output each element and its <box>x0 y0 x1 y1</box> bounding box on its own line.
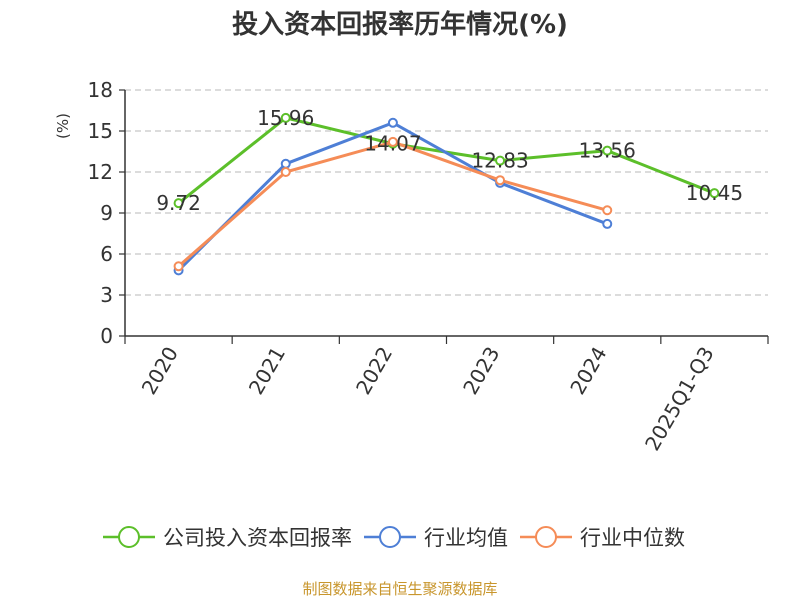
legend-item: 行业均值 <box>364 526 508 550</box>
data-point <box>602 218 613 229</box>
data-point <box>495 155 506 166</box>
y-tick-label: 0 <box>100 324 113 348</box>
y-tick-label: 3 <box>100 283 113 307</box>
legend-item: 公司投入资本回报率 <box>103 526 352 550</box>
data-label: 12.83 <box>471 149 528 173</box>
x-tick-label: 2021 <box>244 343 290 399</box>
legend-item: 行业中位数 <box>520 526 685 550</box>
data-label: 14.07 <box>364 132 421 156</box>
data-label: 9.72 <box>156 191 201 215</box>
data-label: 15.96 <box>257 106 314 130</box>
y-tick-label: 18 <box>88 78 113 102</box>
axes: 0 3 6 9 12 15 18 2020 2021 2022 2023 2024 2025Q1-Q3 <box>88 78 769 455</box>
data-point <box>280 158 291 169</box>
data-point <box>602 205 613 216</box>
source-note: 制图数据来自恒生聚源数据库 <box>302 580 498 598</box>
legend-label: 行业均值 <box>424 526 508 550</box>
legend-label: 行业中位数 <box>580 526 685 550</box>
legend-marker <box>379 526 401 548</box>
data-labels: 9.72 15.96 14.07 12.83 13.56 10.45 <box>156 106 743 215</box>
x-tick-label: 2025Q1-Q3 <box>640 343 719 455</box>
x-tick-label: 2022 <box>351 343 397 399</box>
legend-marker <box>535 526 557 548</box>
legend-label: 公司投入资本回报率 <box>163 526 352 550</box>
y-tick-label: 6 <box>100 242 113 266</box>
y-axis-label: (%) <box>54 113 72 139</box>
y-tick-label: 15 <box>88 119 113 143</box>
legend: 公司投入资本回报率 行业均值 行业中位数 <box>103 526 685 550</box>
x-tick-label: 2020 <box>137 343 183 399</box>
y-tick-label: 9 <box>100 201 113 225</box>
series-line <box>177 140 608 268</box>
data-point <box>387 117 398 128</box>
data-point <box>602 145 613 156</box>
data-point <box>709 188 720 199</box>
data-point <box>280 167 291 177</box>
data-point <box>173 261 184 272</box>
x-tick-label: 2024 <box>565 343 611 399</box>
grid-lines <box>125 89 768 296</box>
data-point <box>173 198 184 209</box>
y-tick-label: 12 <box>88 160 113 184</box>
data-point <box>387 136 398 147</box>
legend-marker <box>118 526 140 548</box>
data-label: 10.45 <box>686 181 743 205</box>
chart-title: 投入资本回报率历年情况(%) <box>232 10 568 40</box>
series <box>173 112 720 276</box>
data-point <box>495 175 506 186</box>
x-tick-label: 2023 <box>458 343 504 399</box>
data-point <box>280 112 291 123</box>
data-label: 13.56 <box>579 139 636 163</box>
